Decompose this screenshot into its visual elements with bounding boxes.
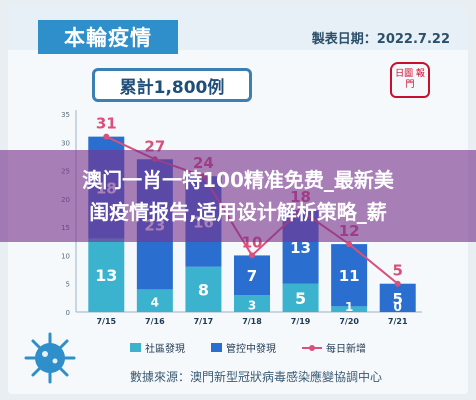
x-tick-label: 7/15 bbox=[96, 317, 116, 326]
report-date: 製表日期：2022.7.22 bbox=[311, 32, 450, 47]
daily-point bbox=[346, 241, 353, 248]
data-label-community: 8 bbox=[198, 280, 209, 299]
data-label-community: 1 bbox=[345, 300, 353, 314]
data-label-controlled: 5 bbox=[392, 290, 402, 308]
bar-community bbox=[185, 266, 222, 312]
banner-line-2: 闺疫情报告,适用设计解析策略_薪 bbox=[89, 200, 387, 224]
data-label-controlled: 11 bbox=[339, 267, 360, 285]
data-label-daily: 31 bbox=[96, 115, 117, 133]
y-tick-label: 0 bbox=[66, 309, 70, 317]
bar-community bbox=[331, 306, 368, 312]
y-tick-label: 10 bbox=[61, 252, 70, 260]
data-label-community: 0 bbox=[394, 300, 402, 314]
bar-community bbox=[234, 295, 270, 312]
page-title: 本輪疫情 bbox=[38, 20, 178, 54]
legend-swatch-controlled bbox=[211, 343, 222, 352]
x-tick-label: 7/17 bbox=[194, 317, 214, 326]
y-tick-label: 30 bbox=[61, 139, 70, 147]
legend-item-controlled: 管控中發現 bbox=[211, 340, 276, 355]
data-label-controlled: 7 bbox=[247, 267, 257, 285]
y-tick-label: 5 bbox=[66, 281, 70, 289]
data-label-daily: 5 bbox=[392, 262, 402, 280]
legend-label-community: 社區發現 bbox=[145, 344, 185, 355]
data-label-controlled: 13 bbox=[290, 239, 311, 257]
overlay-banner: 澳门一肖一特100精准免费_最新美 闺疫情报告,适用设计解析策略_薪 bbox=[0, 150, 476, 242]
cumulative-total: 累計1,800例 bbox=[92, 68, 252, 102]
data-label-community: 5 bbox=[295, 289, 306, 308]
data-source: 數據來源：澳門新型冠狀病毒感染應變協調中心 bbox=[130, 370, 383, 384]
legend-item-daily: 每日新增 bbox=[302, 340, 366, 355]
bar-community bbox=[136, 289, 173, 312]
legend-line-icon bbox=[302, 344, 322, 351]
x-tick-label: 7/18 bbox=[242, 317, 262, 326]
legend-label-controlled: 管控中發現 bbox=[226, 344, 276, 355]
virus-icon bbox=[24, 332, 76, 384]
legend-label-daily: 每日新增 bbox=[326, 344, 366, 355]
newspaper-seal-logo: 日圖 報門 bbox=[390, 62, 430, 98]
x-tick-label: 7/16 bbox=[145, 317, 165, 326]
x-tick-label: 7/21 bbox=[388, 317, 408, 326]
x-tick-label: 7/19 bbox=[291, 317, 311, 326]
daily-point bbox=[103, 133, 110, 140]
daily-point bbox=[394, 280, 401, 287]
bar-controlled bbox=[234, 255, 270, 296]
legend-item-community: 社區發現 bbox=[130, 340, 185, 355]
data-label-community: 13 bbox=[95, 266, 117, 285]
legend-swatch-community bbox=[130, 343, 141, 352]
bar-community bbox=[88, 238, 125, 312]
bar-community bbox=[282, 283, 319, 312]
x-tick-label: 7/20 bbox=[339, 317, 359, 326]
daily-point bbox=[249, 252, 255, 259]
y-tick-label: 35 bbox=[61, 111, 70, 119]
chart-legend: 社區發現 管控中發現 每日新增 bbox=[130, 340, 366, 355]
bar-controlled bbox=[379, 283, 416, 312]
data-label-community: 3 bbox=[248, 299, 256, 313]
banner-line-1: 澳门一肖一特100精准免费_最新美 bbox=[82, 168, 394, 192]
data-label-community: 4 bbox=[151, 296, 159, 310]
